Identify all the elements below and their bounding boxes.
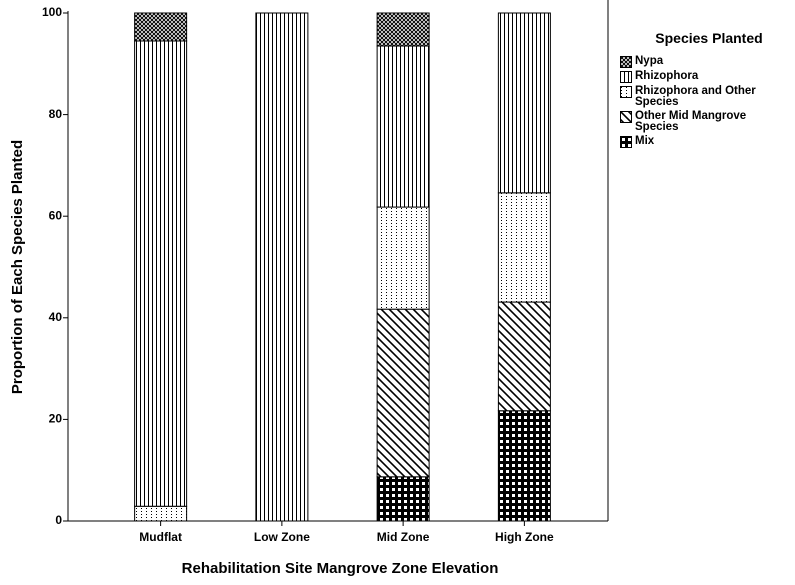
bar-segment: [134, 505, 188, 522]
legend-swatch: [620, 136, 632, 148]
legend-label: Mix: [635, 135, 655, 147]
bar-segment: [497, 192, 551, 303]
legend-item: Rhizophora and Other Species: [620, 85, 790, 108]
x-tick-label: Low Zone: [254, 530, 310, 544]
y-tick-label: 100: [42, 5, 62, 19]
legend: Species Planted Nypa Rhizophora Rhizophora…: [620, 30, 790, 151]
x-tick-label: High Zone: [495, 530, 554, 544]
y-tick-label: 60: [49, 208, 63, 222]
bar-segment: [376, 12, 430, 47]
x-axis-title: Rehabilitation Site Mangrove Zone Elevat…: [182, 560, 499, 577]
legend-swatch: [620, 71, 632, 83]
y-tick-label: 40: [49, 310, 63, 324]
bar-segment: [497, 410, 551, 522]
bar-segment: [376, 476, 430, 522]
legend-label: Other Mid Mangrove Species: [635, 110, 747, 133]
legend-swatch-box: [620, 71, 632, 83]
y-tick-label: 0: [55, 513, 62, 527]
legend-swatch: [620, 56, 632, 68]
bar-segment: [255, 12, 309, 522]
legend-label: Nypa: [635, 55, 664, 67]
bar-segment: [134, 12, 188, 42]
y-tick-label: 20: [49, 412, 63, 426]
y-axis-title: Proportion of Each Species Planted: [9, 140, 26, 394]
x-tick-label: Mudflat: [139, 530, 182, 544]
bar-segment: [376, 206, 430, 310]
bar-segment: [376, 308, 430, 478]
legend-title: Species Planted: [655, 30, 763, 46]
legend-swatch-box: [620, 111, 632, 123]
legend-item: Nypa: [620, 55, 790, 68]
bar-segment: [497, 301, 551, 412]
legend-swatch: [620, 111, 632, 123]
legend-swatch-box: [620, 56, 632, 68]
legend-swatch-box: [620, 136, 632, 148]
x-tick-label: Mid Zone: [377, 530, 430, 544]
bar-segment: [134, 40, 188, 507]
bar-segment: [376, 45, 430, 208]
y-tick-label: 80: [49, 107, 63, 121]
legend-item: Mix: [620, 135, 790, 148]
legend-swatch: [620, 86, 632, 98]
bar-segment: [497, 12, 551, 194]
legend-label: Rhizophora: [635, 70, 699, 82]
legend-label: Rhizophora and Other Species: [635, 85, 756, 108]
legend-item: Other Mid Mangrove Species: [620, 110, 790, 133]
legend-item: Rhizophora: [620, 70, 790, 83]
legend-swatch-box: [620, 86, 632, 98]
